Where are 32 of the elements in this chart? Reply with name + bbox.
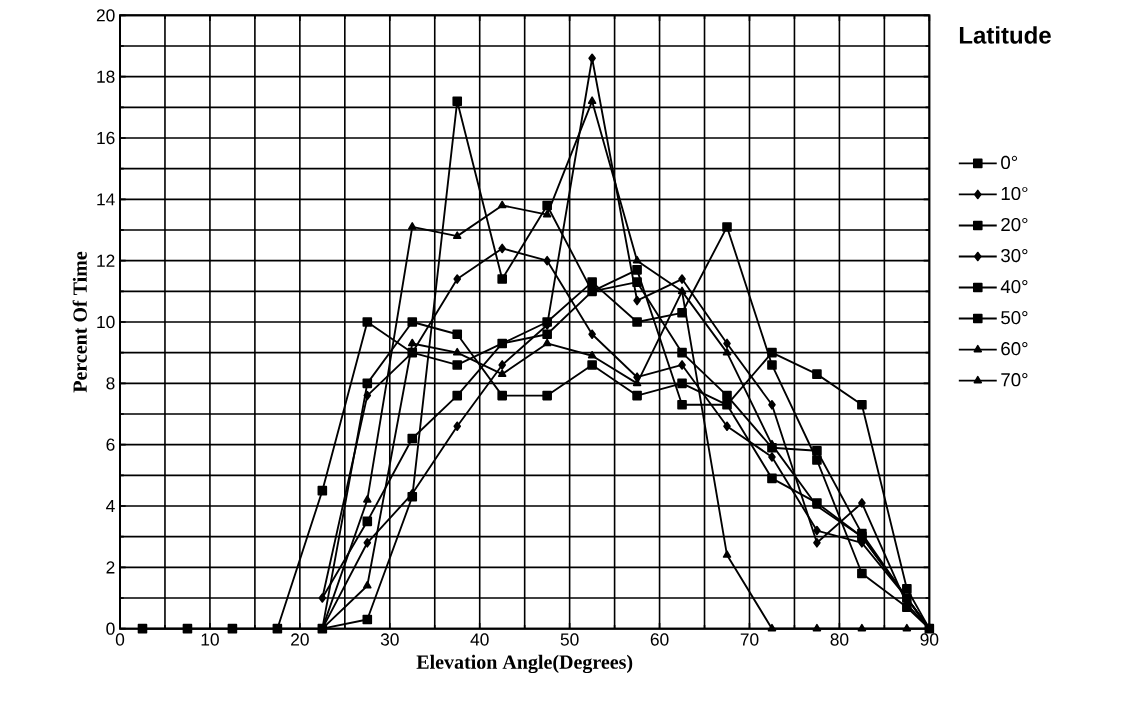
legend-label: 40° — [1000, 279, 1028, 294]
y-tick-label: 4 — [106, 500, 115, 512]
x-axis-title: Elevation Angle(Degrees) — [416, 654, 633, 674]
x-tick-label: 40 — [470, 633, 489, 646]
y-tick-label: 0 — [106, 622, 115, 635]
x-tick-label: 30 — [380, 633, 399, 646]
y-tick-label: 12 — [97, 254, 115, 267]
y-tick-label: 16 — [97, 131, 115, 145]
x-tick-label: 90 — [920, 633, 939, 646]
y-tick-label: 10 — [97, 315, 115, 329]
x-tick-label: 10 — [201, 633, 219, 646]
y-axis-title: Percent Of Time — [72, 251, 87, 393]
x-tick-label: 70 — [740, 633, 759, 646]
y-tick-label: 2 — [106, 561, 115, 574]
legend-label: 50° — [1001, 311, 1028, 325]
y-tick-label: 18 — [97, 70, 115, 83]
y-tick-label: 8 — [106, 377, 115, 390]
x-tick-label: 0 — [115, 633, 125, 646]
x-tick-label: 50 — [560, 633, 579, 646]
y-tick-label: 20 — [96, 9, 115, 22]
legend-label: 30° — [1001, 248, 1028, 263]
legend-label: 60° — [1001, 342, 1028, 356]
legend-label: 0° — [1001, 155, 1018, 170]
legend-label: 20° — [1001, 217, 1028, 232]
legend-label: 70° — [1001, 373, 1028, 387]
legend-title: Latitude — [959, 26, 1051, 44]
legend-label: 10° — [1001, 186, 1028, 201]
x-tick-label: 80 — [830, 633, 849, 646]
x-tick-label: 20 — [291, 633, 309, 646]
y-tick-label: 6 — [106, 438, 115, 451]
x-tick-label: 60 — [650, 633, 669, 646]
y-tick-label: 14 — [97, 193, 115, 206]
